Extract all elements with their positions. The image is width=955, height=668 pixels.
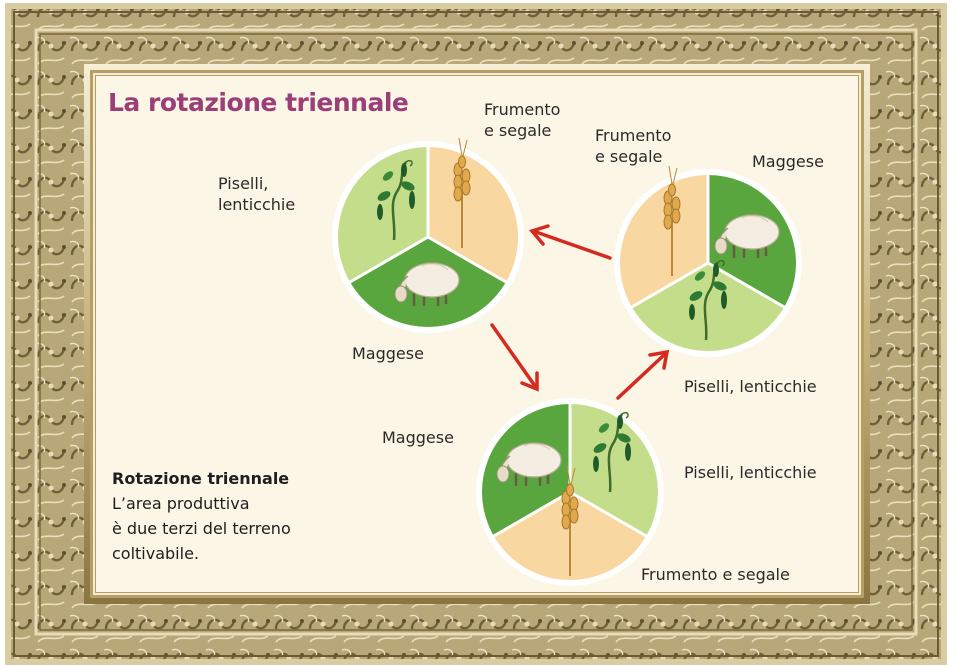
caption-title: Rotazione triennale bbox=[112, 469, 290, 488]
rotation-wheel-b bbox=[614, 165, 802, 357]
arrow-icon bbox=[490, 323, 539, 392]
rotation-wheel-c bbox=[476, 398, 664, 586]
label-peas-c: Piselli, lenticchie bbox=[684, 463, 817, 482]
label-fallow-a: Maggese bbox=[352, 344, 424, 363]
caption-body: L’area produttiva è due terzi del terren… bbox=[112, 494, 291, 563]
label-fallow-b: Maggese bbox=[752, 152, 824, 171]
label-peas-b: Piselli, lenticchie bbox=[684, 377, 817, 396]
arrow-icon bbox=[528, 224, 612, 260]
rotation-wheel-a bbox=[332, 137, 524, 333]
label-peas-a: Piselli, lenticchie bbox=[218, 174, 296, 214]
arrow-icon bbox=[616, 349, 670, 400]
label-wheat-c: Frumento e segale bbox=[641, 565, 790, 584]
label-wheat-b: Frumento e segale bbox=[595, 126, 672, 166]
page-title: La rotazione triennale bbox=[108, 88, 409, 117]
label-wheat-a: Frumento e segale bbox=[484, 100, 561, 140]
label-fallow-c: Maggese bbox=[382, 428, 454, 447]
caption: Rotazione triennale L’area produttiva è … bbox=[112, 466, 352, 566]
